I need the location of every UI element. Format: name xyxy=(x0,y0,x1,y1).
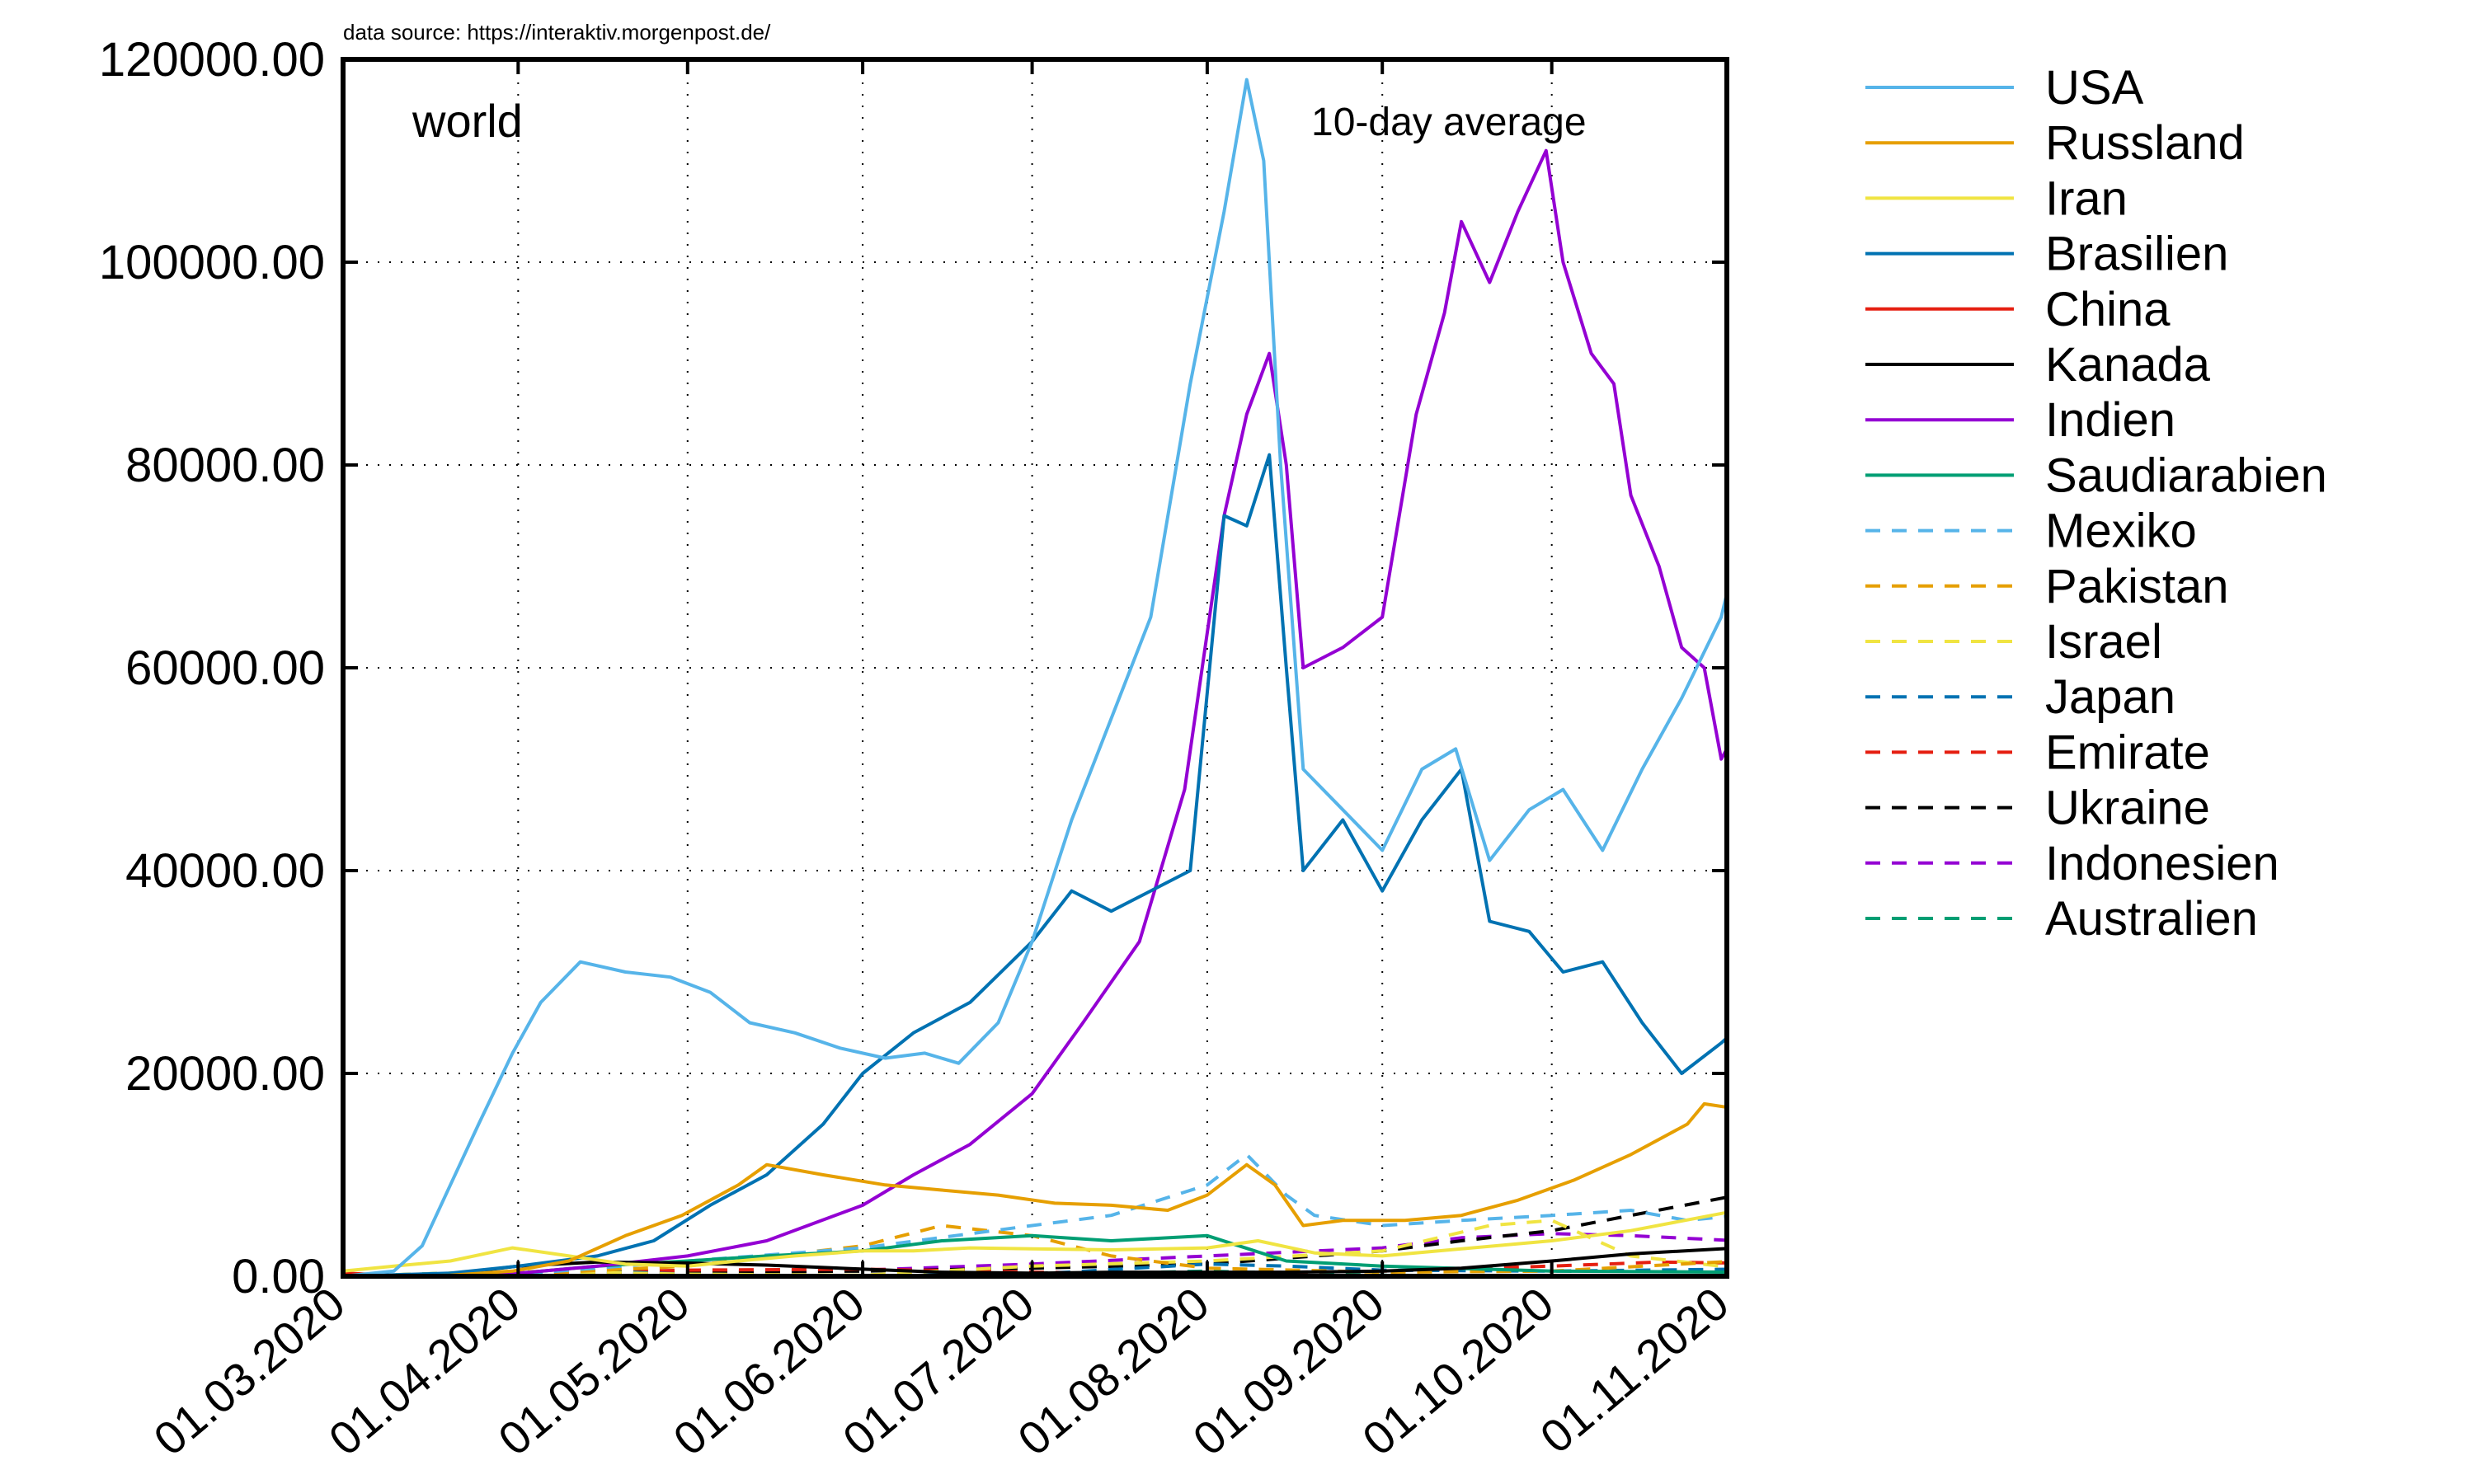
legend-label-mexiko: Mexiko xyxy=(2045,505,2197,558)
y-tick-label: 40000.00 xyxy=(125,844,325,898)
legend-label-russland: Russland xyxy=(2045,116,2245,170)
annotation: 10-day average xyxy=(1311,101,1587,144)
legend-label-japan: Japan xyxy=(2045,670,2175,724)
series-line-israel xyxy=(343,1219,1727,1276)
legend-label-pakistan: Pakistan xyxy=(2045,560,2228,613)
x-tick-label: 01.03.2020 xyxy=(144,1277,355,1465)
y-tick-label: 100000.00 xyxy=(99,236,325,289)
series-line-mexiko xyxy=(343,1153,1727,1276)
series-line-russland xyxy=(343,1101,1727,1276)
grid xyxy=(343,59,1727,1276)
x-tick-label: 01.07.2020 xyxy=(833,1277,1043,1465)
y-tick-label: 80000.00 xyxy=(125,439,325,492)
legend-label-brasilien: Brasilien xyxy=(2045,228,2228,281)
legend-label-china: China xyxy=(2045,283,2171,336)
x-tick-label: 01.05.2020 xyxy=(488,1277,698,1465)
x-tick-label: 01.11.2020 xyxy=(1531,1277,1738,1463)
legend-label-indonesien: Indonesien xyxy=(2045,837,2279,890)
y-tick-label: 60000.00 xyxy=(125,641,325,695)
legend-label-emirate: Emirate xyxy=(2045,726,2210,779)
x-tick-label: 01.10.2020 xyxy=(1352,1277,1563,1465)
series-line-iran xyxy=(343,1210,1727,1273)
legend-label-iran: Iran xyxy=(2045,171,2128,225)
source-note: data source: https://interaktiv.morgenpo… xyxy=(343,20,771,45)
y-tick-label: 0.00 xyxy=(232,1250,325,1303)
legend-label-saudiarabien: Saudiarabien xyxy=(2045,448,2327,502)
legend-label-israel: Israel xyxy=(2045,615,2162,669)
legend-label-australien: Australien xyxy=(2045,892,2258,946)
legend-label-indien: Indien xyxy=(2045,393,2175,447)
y-tick-label: 120000.00 xyxy=(99,33,325,87)
panel-label: world xyxy=(412,95,523,147)
legend-label-usa: USA xyxy=(2045,61,2144,115)
plot-frame xyxy=(341,57,1729,1279)
legend: USARusslandIranBrasilienChinaKanadaIndie… xyxy=(1865,61,2327,946)
series-layer xyxy=(343,77,1727,1276)
y-tick-label: 20000.00 xyxy=(125,1047,325,1101)
axes xyxy=(341,57,1729,1279)
series-line-brasilien xyxy=(343,453,1727,1276)
x-tick-label: 01.08.2020 xyxy=(1008,1277,1218,1465)
series-line-indien xyxy=(343,148,1727,1276)
legend-label-kanada: Kanada xyxy=(2045,338,2211,392)
series-line-usa xyxy=(343,77,1727,1276)
legend-label-ukraine: Ukraine xyxy=(2045,782,2210,835)
